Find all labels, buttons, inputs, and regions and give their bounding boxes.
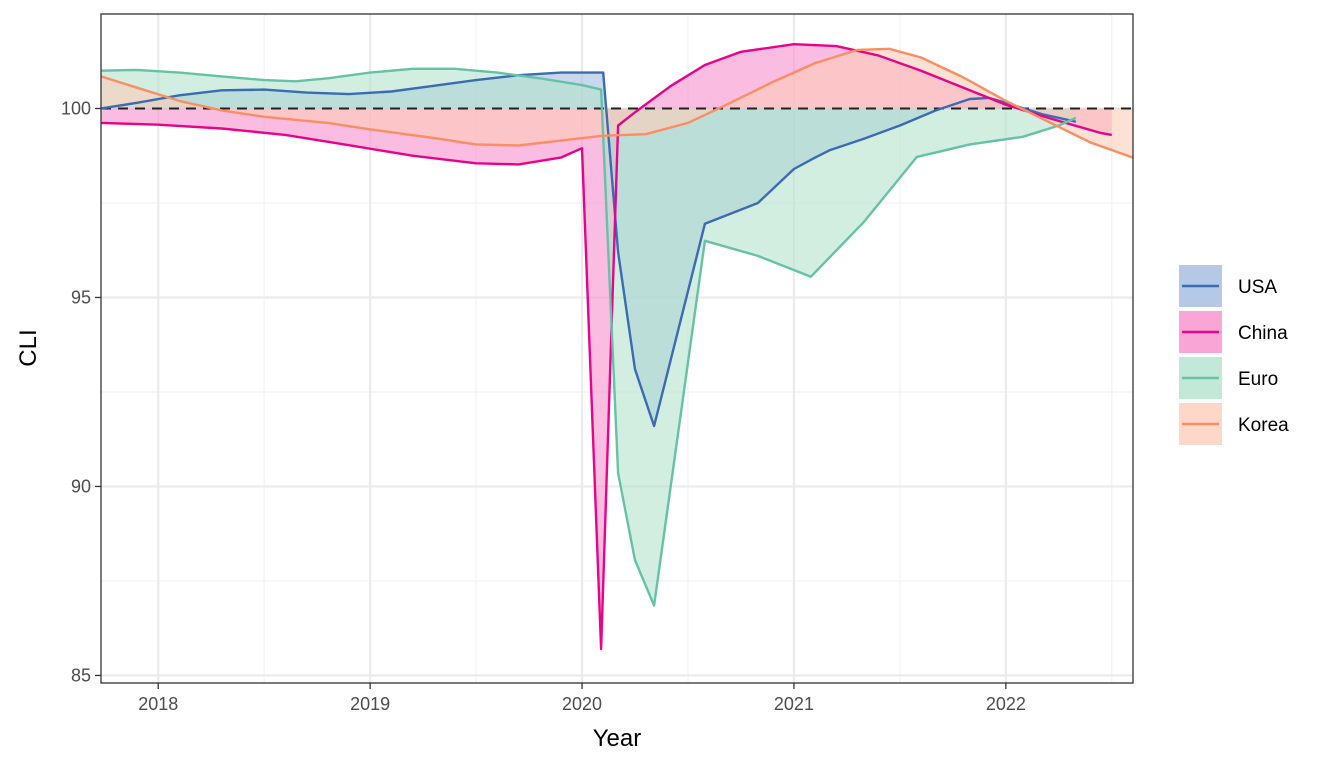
line-usa: [101, 71, 1077, 428]
legend-label: USA: [1238, 277, 1277, 298]
legend-item-euro: Euro: [1179, 357, 1278, 399]
x-tick-label: 2018: [138, 694, 178, 714]
legend-label: Euro: [1238, 369, 1278, 390]
x-axis-title: Year: [593, 725, 642, 752]
y-tick-label: 90: [71, 476, 91, 496]
x-tick-label: 2020: [562, 694, 602, 714]
y-tick-label: 85: [71, 665, 91, 685]
line-china: [101, 43, 1113, 651]
area-korea: [101, 48, 1133, 158]
legend-item-usa: USA: [1179, 265, 1277, 307]
legend: USA China Euro Korea: [1179, 265, 1289, 445]
x-axis: 2018 2019 2020 2021 2022: [138, 683, 1026, 714]
series-lines: [101, 43, 1133, 651]
plot-border: [100, 13, 1134, 684]
line-korea: [101, 47, 1133, 159]
y-tick-label: 100: [61, 98, 91, 118]
area-china: [101, 44, 1112, 649]
y-axis: 85 90 95 100: [61, 98, 101, 685]
x-tick-label: 2019: [350, 694, 390, 714]
line-euro: [101, 67, 1077, 607]
area-euro: [101, 68, 1076, 606]
x-tick-label: 2022: [986, 694, 1026, 714]
legend-label: Korea: [1238, 415, 1289, 436]
series-areas: [101, 44, 1133, 649]
legend-item-korea: Korea: [1179, 403, 1289, 445]
y-tick-label: 95: [71, 287, 91, 307]
legend-item-china: China: [1179, 311, 1288, 353]
y-axis-title: CLI: [15, 329, 42, 366]
legend-label: China: [1238, 323, 1288, 344]
x-tick-label: 2021: [774, 694, 814, 714]
